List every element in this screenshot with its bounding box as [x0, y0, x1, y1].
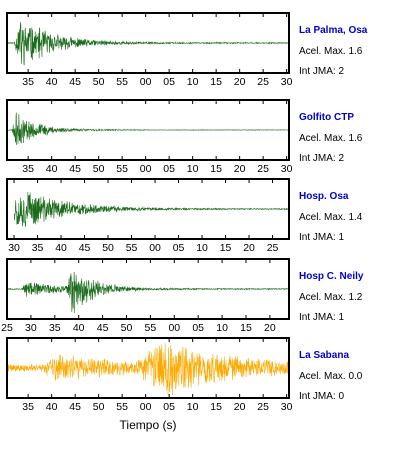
x-tick-label: 30 — [281, 163, 293, 175]
x-tick-label: 35 — [22, 76, 34, 88]
x-tick-label: 00 — [140, 76, 152, 88]
x-tick-label: 40 — [73, 322, 85, 334]
x-tick-label: 10 — [187, 401, 199, 413]
x-tick-label: 45 — [69, 401, 81, 413]
x-tick-label: 10 — [196, 242, 208, 254]
acel-max-label: Acel. Max. 0.0 — [299, 371, 363, 382]
x-tick-label: 55 — [116, 76, 128, 88]
x-tick-label: 15 — [240, 322, 252, 334]
x-tick-label: 35 — [32, 242, 44, 254]
x-tick-label: 30 — [8, 242, 20, 254]
panel-frame — [6, 12, 290, 74]
x-tick-label: 45 — [69, 163, 81, 175]
station-panel: 30 35 40 45 50 55 00 05 10 15 20 25 Hosp. Osa Acel. M… — [6, 178, 363, 254]
waveform-trace — [6, 22, 289, 66]
acel-max-label: Acel. Max. 1.6 — [299, 133, 363, 144]
station-panel: 35 40 45 50 55 00 05 10 15 20 25 30 La Palma, Osa Ace… — [6, 12, 368, 88]
x-tick-label: 00 — [149, 242, 161, 254]
x-tick-label: 40 — [46, 163, 58, 175]
x-tick-label: 25 — [257, 401, 269, 413]
int-jma-label: Int JMA: 0 — [299, 391, 344, 402]
station-panel: 35 40 45 50 55 00 05 10 15 20 25 30 La Sabana Acel. M… — [6, 337, 363, 413]
x-tick-label: 20 — [234, 401, 246, 413]
x-tick-label: 35 — [22, 401, 34, 413]
x-tick-label: 30 — [281, 76, 293, 88]
x-tick-label: 10 — [216, 322, 228, 334]
int-jma-label: Int JMA: 2 — [299, 153, 344, 164]
x-tick-label: 00 — [140, 163, 152, 175]
x-tick-label: 40 — [46, 76, 58, 88]
station-panel: 35 40 45 50 55 00 05 10 15 20 25 30 Golfito CTP Acel.… — [6, 99, 363, 175]
panel-frame — [6, 178, 290, 240]
x-tick-label: 55 — [145, 322, 157, 334]
x-tick-label: 35 — [22, 163, 34, 175]
x-tick-label: 05 — [163, 76, 175, 88]
x-tick-label: 55 — [126, 242, 138, 254]
x-tick-label: 25 — [257, 163, 269, 175]
x-tick-label: 20 — [234, 76, 246, 88]
x-tick-label: 20 — [234, 163, 246, 175]
station-name: Hosp C. Neily — [299, 271, 364, 282]
x-tick-label: 50 — [93, 163, 105, 175]
waveform-trace — [6, 343, 290, 396]
waveform-trace — [6, 272, 290, 314]
acel-max-label: Acel. Max. 1.2 — [299, 292, 363, 303]
x-tick-label: 55 — [116, 163, 128, 175]
x-tick-label: 40 — [55, 242, 67, 254]
x-tick-label: 15 — [210, 76, 222, 88]
x-tick-label: 05 — [163, 401, 175, 413]
x-tick-label: 50 — [102, 242, 114, 254]
station-name: La Palma, Osa — [299, 25, 368, 36]
x-tick-label: 25 — [257, 76, 269, 88]
x-tick-label: 40 — [46, 401, 58, 413]
x-tick-label: 00 — [140, 401, 152, 413]
waveform-trace — [6, 112, 289, 145]
x-tick-label: 15 — [220, 242, 232, 254]
x-tick-label: 50 — [121, 322, 133, 334]
x-tick-label: 10 — [187, 163, 199, 175]
station-panel: 25 30 35 40 45 50 55 00 05 10 15 20 Hosp C. Neily Ace… — [1, 258, 364, 334]
x-axis-title: Tiempo (s) — [120, 418, 177, 432]
station-name: La Sabana — [299, 350, 349, 361]
x-tick-label: 20 — [264, 322, 276, 334]
x-tick-label: 50 — [93, 401, 105, 413]
acel-max-label: Acel. Max. 1.6 — [299, 46, 363, 57]
x-tick-label: 45 — [69, 76, 81, 88]
panels-group: 35 40 45 50 55 00 05 10 15 20 25 30 La Palma, Osa Ace… — [1, 12, 368, 413]
int-jma-label: Int JMA: 1 — [299, 232, 344, 243]
x-tick-label: 50 — [93, 76, 105, 88]
x-tick-label: 15 — [210, 163, 222, 175]
x-tick-label: 55 — [116, 401, 128, 413]
x-tick-label: 25 — [1, 322, 13, 334]
x-tick-label: 20 — [243, 242, 255, 254]
x-tick-label: 15 — [210, 401, 222, 413]
x-tick-label: 10 — [187, 76, 199, 88]
x-tick-label: 05 — [192, 322, 204, 334]
panel-frame — [6, 337, 290, 399]
waveform-trace — [13, 192, 289, 227]
int-jma-label: Int JMA: 1 — [299, 312, 344, 323]
x-tick-label: 00 — [168, 322, 180, 334]
station-name: Hosp. Osa — [299, 191, 349, 202]
int-jma-label: Int JMA: 2 — [299, 66, 344, 77]
station-name: Golfito CTP — [299, 112, 354, 123]
acel-max-label: Acel. Max. 1.4 — [299, 212, 363, 223]
x-tick-label: 25 — [267, 242, 279, 254]
panel-frame — [6, 99, 290, 161]
x-tick-label: 05 — [163, 163, 175, 175]
x-tick-label: 30 — [281, 401, 293, 413]
x-tick-label: 35 — [49, 322, 61, 334]
x-tick-label: 45 — [79, 242, 91, 254]
panel-frame — [6, 258, 290, 320]
x-tick-label: 05 — [173, 242, 185, 254]
x-tick-label: 45 — [97, 322, 109, 334]
x-tick-label: 30 — [25, 322, 37, 334]
